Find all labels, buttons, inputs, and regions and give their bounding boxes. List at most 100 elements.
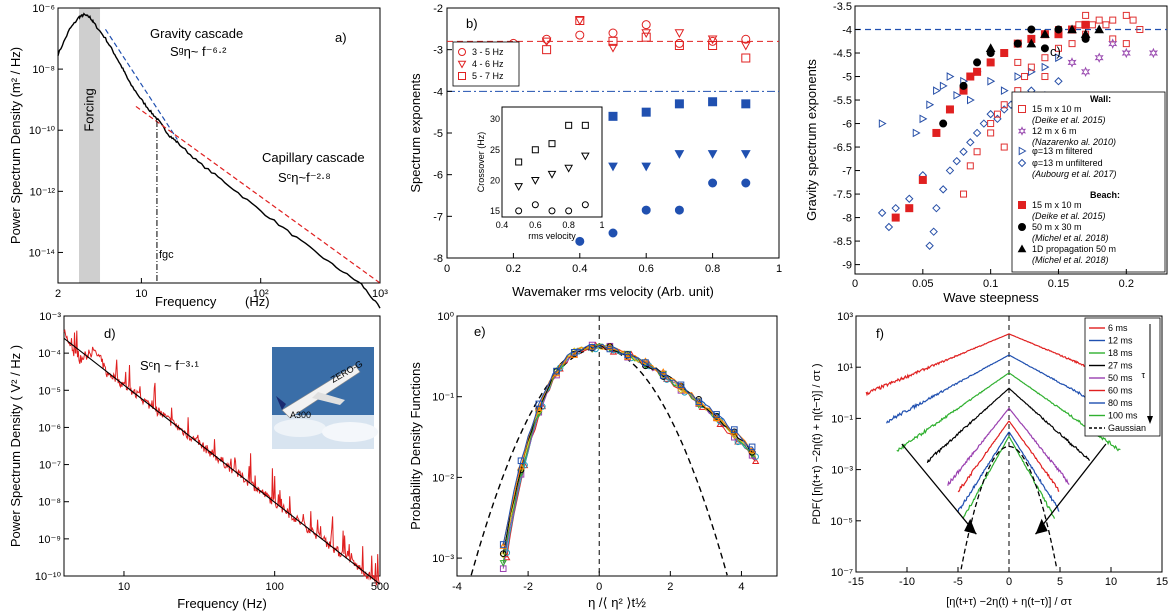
b-ytick-label-1: -3 [433,45,443,57]
b-ytick-label-2: -4 [433,86,443,98]
c-tri-16 [1055,53,1064,63]
e-pdf-marker-3-0 [499,560,507,567]
inset-tri-1 [530,177,540,185]
inset-xt-0: 0.4 [496,220,509,230]
c-ytick-label-6: -6.5 [833,142,852,154]
panel-f: f) 6 ms 12 ms 18 ms 27 ms 50 ms 60 ms 80 ms 100 … [811,311,1168,608]
b-cap-2-2 [608,36,618,46]
d-ytick-label-7: 10⁻¹⁰ [35,571,62,583]
c-legend-label-1: 12 m x 6 m [1032,126,1077,136]
d-xtick-label-0: 10 [118,581,130,593]
e-pdf-marker-7-45 [659,372,667,379]
e-pdf-marker-4-40 [641,357,649,365]
c-osq-24 [987,120,995,128]
photo-label: A300 [290,410,311,420]
c-legend-ref-0: (Deike et al. 2015) [1032,115,1106,125]
forcing-label: Forcing [82,88,97,131]
inset-xt-1: 0.6 [529,220,542,230]
a-ytick-label-4: 10⁻¹⁴ [29,247,56,259]
b-legend: 3 - 5 Hz 4 - 6 Hz 5 - 7 Hz [452,41,520,87]
c-legend-ref-1: (Nazarenko al. 2010) [1032,137,1116,147]
b-grav-0-3 [674,205,684,215]
b-grav-1-3 [707,150,718,159]
c-ytick-label-3: -5 [842,72,852,84]
b-cap-0-2 [542,34,552,44]
c-tri-11 [987,76,996,86]
a-xtick-label-3: 10³ [372,288,388,300]
forcing-band [79,8,101,283]
e-ytick-label-0: 10⁰ [437,311,454,323]
b-cap-1-5 [674,29,685,39]
inset-sq-1 [531,146,539,154]
c-ftri-2 [1040,29,1050,38]
c-tri-13 [1014,72,1023,81]
c-tri-0 [878,119,887,128]
inset-sq-3 [565,121,573,129]
c-xtick-label-0: 0 [852,278,858,290]
panel-c-letter: c) [1050,44,1061,59]
c-ytick-label-7: -7 [842,166,852,178]
c-legend-label-3: φ=13 m unfiltered [1032,158,1103,168]
c-osq-21 [1109,35,1117,43]
f-arrow-right [1035,443,1107,535]
c-legend-marker-1 [1017,126,1027,136]
c-legend-wall: Wall: [1090,94,1111,104]
b-ytick-label-4: -6 [433,170,443,182]
c-osq-28 [1082,11,1090,19]
b-grav-2-1 [641,107,651,117]
d-xtick-label-2: 500 [371,581,389,593]
panel-e: e) -4 -2 0 2 4 10⁰ 10⁻¹ 10⁻² 10⁻³ η /⟨ η² ⟩t½ Proba… [408,311,778,610]
d-fit-line [63,337,381,585]
panel-b-letter: b) [466,16,478,31]
b-grav-0-2 [641,205,651,215]
b-legend-marker-2 [458,72,466,80]
a-xtick-label-2: 10² [253,288,269,300]
e-pdf-marker-7-65 [731,426,738,433]
c-fsq-9 [1000,49,1009,58]
e-pdf-marker-0-65 [734,437,742,445]
f-ytick-label-1: 10¹ [837,362,853,374]
c-star-5 [1108,38,1118,49]
b-xtick-label-4: 0.8 [705,263,720,275]
e-pdf-marker-6-40 [641,357,650,364]
e-pdf-marker-6-55 [695,399,703,407]
c-fcirc-5 [1027,25,1036,34]
inset-tri-3 [564,164,574,173]
c-ytick-label-1: -4 [842,25,852,37]
c-legend-box [1011,91,1166,273]
e-pdf-line-5 [502,344,756,554]
f-arrow-right-head [1035,518,1048,535]
panel-d-frame [63,315,381,577]
spectrum-line [57,12,381,309]
a-xlabel: Frequency [155,294,217,309]
photo-airplane-wing [312,392,345,405]
e-ytick-label-2: 10⁻² [432,472,454,484]
b-ytick-label-6: -8 [433,253,443,265]
f-ytick-label-0: 10³ [837,311,853,323]
c-osq-16 [1122,11,1130,19]
c-ftri-1 [1026,38,1037,48]
c-osq-5 [1000,101,1008,109]
inset-circle-3 [565,207,573,215]
f-pdf-line-3 [926,387,1091,463]
e-xtick-label-3: 2 [667,581,673,593]
c-ytick-label-5: -6 [842,119,852,131]
gravity-fit-line [104,29,178,140]
c-diamond-8 [938,185,948,194]
d-ytick-label-2: 10⁻⁵ [38,385,61,397]
f-ytick-label-5: 10⁻⁷ [831,567,853,579]
b-cap-0-3 [575,30,585,40]
b-grav-1-2 [674,150,685,159]
c-osq-14 [1095,16,1103,24]
c-legend-label-5: 50 m x 30 m [1032,222,1082,232]
f-gaussian-line [960,445,1058,570]
b-grav-0-5 [741,178,751,188]
c-fcirc-1 [959,81,968,90]
c-fsq-7 [973,67,982,76]
c-fcirc-7 [1054,25,1063,34]
capillary-fit-line [135,105,381,284]
e-pdf-line-0 [506,344,757,558]
